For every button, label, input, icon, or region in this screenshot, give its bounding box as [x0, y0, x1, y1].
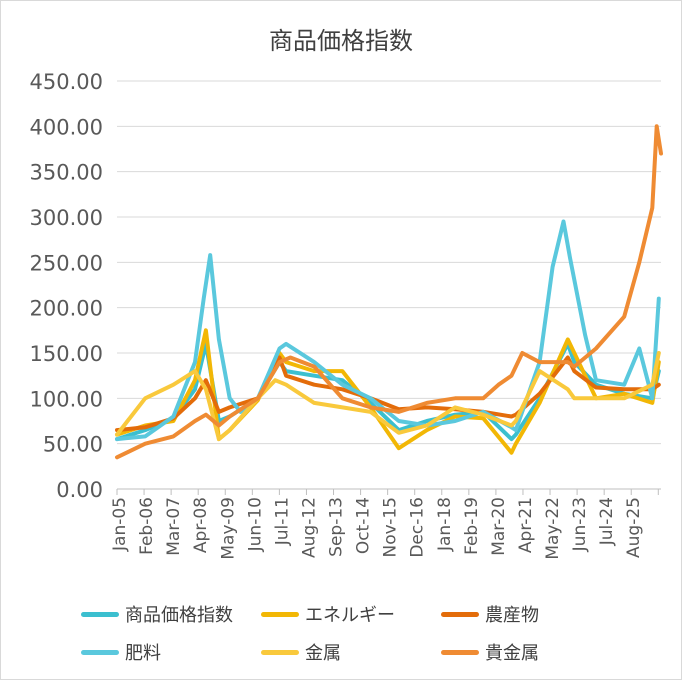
x-tick-label: Jun-10 [245, 497, 265, 552]
x-tick-label: Apr-21 [516, 497, 536, 553]
x-tick-label: Nov-15 [381, 497, 401, 558]
series-line [115, 219, 661, 442]
x-tick-label: May-09 [218, 497, 238, 560]
series-line [115, 355, 661, 433]
x-tick-label: Aug-12 [299, 497, 319, 558]
x-tick-label: Jul-24 [597, 497, 617, 546]
legend-swatch [441, 611, 479, 617]
legend-item: 貴金属 [441, 639, 621, 665]
y-tick-label: 450.00 [30, 70, 103, 94]
legend: 商品価格指数 エネルギー 農産物肥料 金属 貴金属 [81, 601, 641, 665]
series-line [115, 351, 661, 442]
legend-swatch [261, 649, 299, 655]
y-tick-label: 200.00 [30, 297, 103, 321]
x-tick-label: Jul-11 [272, 497, 292, 546]
x-tick-label: Jan-05 [110, 497, 130, 552]
y-tick-label: 50.00 [43, 433, 103, 457]
y-tick-label: 150.00 [30, 342, 103, 366]
legend-label: 金属 [305, 643, 341, 664]
legend-swatch [81, 649, 119, 655]
legend-label: 商品価格指数 [125, 605, 233, 626]
x-tick-label: Feb-06 [137, 497, 157, 555]
legend-label: 肥料 [125, 643, 161, 664]
x-tick-label: Jun-23 [570, 497, 590, 552]
y-tick-label: 350.00 [30, 161, 103, 185]
y-tick-label: 250.00 [30, 251, 103, 275]
series-line [115, 328, 661, 455]
legend-item: 農産物 [441, 601, 621, 627]
x-tick-label: Sep-13 [327, 497, 347, 557]
x-tick-label: Jan-18 [435, 497, 455, 552]
legend-item: エネルギー [261, 601, 441, 627]
y-tick-label: 0.00 [56, 478, 103, 502]
chart-title: 商品価格指数 [269, 27, 413, 55]
x-tick-label: Mar-07 [164, 497, 184, 556]
legend-swatch [441, 649, 479, 655]
legend-item: 商品価格指数 [81, 601, 261, 627]
legend-item: 金属 [261, 639, 441, 665]
y-tick-label: 100.00 [30, 387, 103, 411]
x-tick-label: Apr-08 [191, 497, 211, 553]
x-tick-label: Aug-25 [624, 497, 644, 558]
x-tick-label: Mar-20 [489, 497, 509, 556]
legend-swatch [81, 611, 119, 617]
y-tick-label: 300.00 [30, 206, 103, 230]
y-tick-label: 400.00 [30, 115, 103, 139]
legend-label: 農産物 [485, 605, 539, 626]
legend-label: エネルギー [305, 605, 395, 626]
x-tick-label: Feb-19 [462, 497, 482, 555]
x-tick-label: Oct-14 [354, 497, 374, 554]
series-line [115, 124, 663, 460]
x-tick-label: May-22 [543, 497, 563, 560]
legend-label: 貴金属 [485, 643, 539, 664]
legend-item: 肥料 [81, 639, 261, 665]
legend-swatch [261, 611, 299, 617]
x-tick-label: Dec-16 [408, 497, 428, 558]
